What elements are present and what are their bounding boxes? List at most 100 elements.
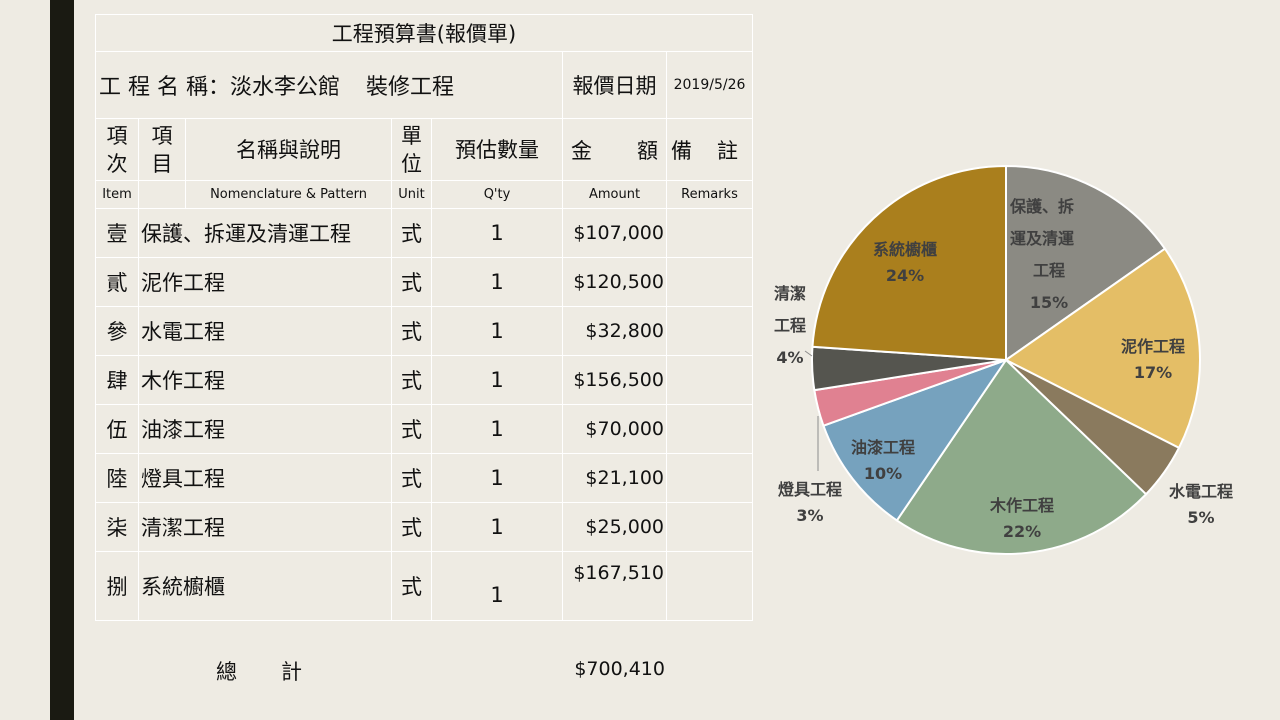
slice-name-label: 水電工程 <box>1169 482 1233 501</box>
row-qty: 1 <box>431 306 563 356</box>
row-name: 清潔工程 <box>138 502 392 552</box>
header-en-amount: Amount <box>562 180 667 209</box>
slice-name-label: 燈具工程 <box>778 480 842 499</box>
row-index: 陸 <box>95 453 139 503</box>
slice-percent-label: 4% <box>776 348 803 367</box>
pie-slice <box>1005 164 1167 362</box>
header-name: 名稱與說明 <box>185 118 392 181</box>
pie-slice <box>813 359 1007 427</box>
row-qty: 1 <box>431 257 563 307</box>
row-remarks <box>666 355 753 405</box>
table-row: 壹 保護、拆運及清運工程 式 1 $107,000 <box>95 208 753 258</box>
row-remarks <box>666 306 753 356</box>
quote-table: 工程預算書(報價單) 工 程 名 稱：淡水李公館 裝修工程 報價日期 2019/5… <box>95 14 753 621</box>
row-qty: 1 <box>431 208 563 258</box>
table-row: 捌 系統櫥櫃 式 1 $167,510 <box>95 551 753 621</box>
row-amount: $120,500 <box>562 257 667 307</box>
slice-name-label: 系統櫥櫃 <box>873 240 937 259</box>
slice-percent-label: 5% <box>1187 508 1214 527</box>
row-unit: 式 <box>391 257 432 307</box>
header-index: 項次 <box>95 118 139 181</box>
slice-name-label: 木作工程 <box>989 496 1054 515</box>
header-en-unit: Unit <box>391 180 432 209</box>
pie-slice <box>811 345 1007 392</box>
slice-percent-label: 10% <box>864 464 902 483</box>
row-amount: $107,000 <box>562 208 667 258</box>
slice-name-label: 油漆工程 <box>851 438 915 457</box>
table-row: 肆 木作工程 式 1 $156,500 <box>95 355 753 405</box>
row-index: 伍 <box>95 404 139 454</box>
row-amount: $167,510 <box>562 551 667 621</box>
slice-percent-label: 15% <box>1030 293 1068 312</box>
row-unit: 式 <box>391 355 432 405</box>
pie-slice <box>1005 359 1181 496</box>
pie-slice <box>822 358 1009 522</box>
row-index: 捌 <box>95 551 139 621</box>
row-remarks <box>666 257 753 307</box>
row-remarks <box>666 208 753 258</box>
row-qty: 1 <box>431 551 563 621</box>
pie-slice <box>811 164 1007 362</box>
side-bar <box>50 0 74 720</box>
slice-percent-label: 17% <box>1134 363 1172 382</box>
slice-percent-label: 22% <box>1003 522 1041 541</box>
pie-slice <box>1004 247 1201 450</box>
row-amount: $70,000 <box>562 404 667 454</box>
slice-name-label: 清潔 <box>774 284 806 303</box>
pie-slice <box>895 358 1148 555</box>
row-name: 燈具工程 <box>138 453 392 503</box>
row-amount: $25,000 <box>562 502 667 552</box>
header-en-qty: Q'ty <box>431 180 563 209</box>
slice-name-label: 保護、拆 <box>1009 197 1074 216</box>
project-label: 工 程 名 稱：淡水李公館 <box>99 75 340 100</box>
row-qty: 1 <box>431 355 563 405</box>
row-remarks <box>666 551 753 621</box>
row-index: 壹 <box>95 208 139 258</box>
row-qty: 1 <box>431 502 563 552</box>
row-unit: 式 <box>391 404 432 454</box>
table-row: 伍 油漆工程 式 1 $70,000 <box>95 404 753 454</box>
row-amount: $156,500 <box>562 355 667 405</box>
row-unit: 式 <box>391 453 432 503</box>
project-name: 工 程 名 稱：淡水李公館 裝修工程 <box>95 51 563 119</box>
row-index: 參 <box>95 306 139 356</box>
table-row: 柒 清潔工程 式 1 $25,000 <box>95 502 753 552</box>
row-name: 系統櫥櫃 <box>138 551 392 621</box>
project-suffix: 裝修工程 <box>365 75 454 100</box>
slice-name-label: 工程 <box>1033 261 1065 280</box>
header-en-name: Nomenclature & Pattern <box>185 180 392 209</box>
slice-name-label: 泥作工程 <box>1121 337 1185 356</box>
slice-name-label: 運及清運 <box>1010 229 1074 248</box>
slice-name-label: 工程 <box>774 316 806 335</box>
row-index: 柒 <box>95 502 139 552</box>
row-unit: 式 <box>391 208 432 258</box>
quote-date-label: 報價日期 <box>562 51 667 119</box>
row-remarks <box>666 502 753 552</box>
total-label: 總計 <box>216 660 302 684</box>
row-unit: 式 <box>391 502 432 552</box>
row-qty: 1 <box>431 453 563 503</box>
header-remarks: 備註 <box>666 118 753 181</box>
header-en-item <box>138 180 186 209</box>
header-item: 項目 <box>138 118 186 181</box>
document-title: 工程預算書(報價單) <box>95 14 753 52</box>
table-row: 陸 燈具工程 式 1 $21,100 <box>95 453 753 503</box>
row-index: 貳 <box>95 257 139 307</box>
leader-line <box>804 350 813 357</box>
total-value: $700,410 <box>574 658 665 680</box>
row-index: 肆 <box>95 355 139 405</box>
row-unit: 式 <box>391 306 432 356</box>
row-remarks <box>666 453 753 503</box>
slice-percent-label: 3% <box>796 506 823 525</box>
quote-date: 2019/5/26 <box>666 51 753 119</box>
row-name: 木作工程 <box>138 355 392 405</box>
slice-percent-label: 24% <box>886 266 924 285</box>
row-remarks <box>666 404 753 454</box>
header-en-remarks: Remarks <box>666 180 753 209</box>
row-amount: $21,100 <box>562 453 667 503</box>
row-name: 保護、拆運及清運工程 <box>138 208 392 258</box>
row-name: 泥作工程 <box>138 257 392 307</box>
header-qty: 預估數量 <box>431 118 563 181</box>
row-amount: $32,800 <box>562 306 667 356</box>
header-amount: 金額 <box>562 118 667 181</box>
